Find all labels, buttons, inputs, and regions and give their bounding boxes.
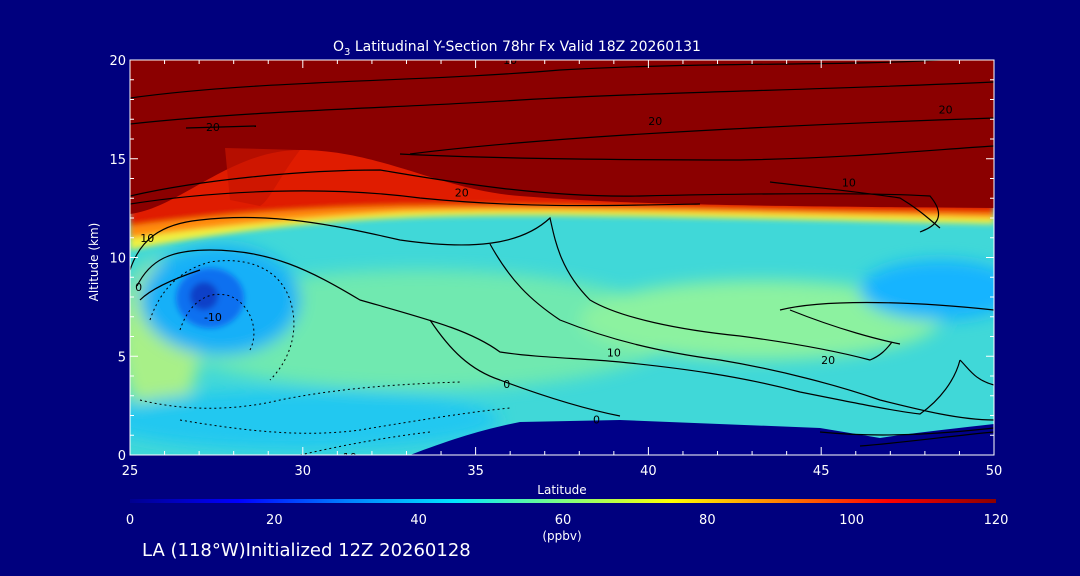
colorbar-ticks: 0 20 40 60 80 100 120: [126, 513, 1009, 528]
contour-line: [409, 117, 994, 155]
contour-line: [959, 359, 994, 386]
contour-label: -10: [204, 311, 222, 324]
x-tick-label: 35: [467, 464, 484, 479]
contour-line: [130, 81, 994, 125]
colorbar-tick-label: 100: [839, 513, 864, 528]
contour-line: [130, 190, 701, 207]
contour-line: [489, 243, 994, 421]
negative-contours: [139, 260, 511, 455]
contour-label: 10: [140, 232, 154, 245]
contour-line: [149, 260, 295, 381]
contour-label: 20: [206, 121, 220, 134]
colorbar-tick-label: 20: [266, 513, 283, 528]
contour-label: 20: [939, 103, 953, 116]
chart-title: O3 Latitudinal Y-Section 78hr Fx Valid 1…: [333, 39, 701, 58]
field-surface-layer: [410, 420, 994, 455]
field-east-cyan: [860, 260, 994, 320]
x-tick-label: 25: [122, 464, 139, 479]
contour-line: [299, 431, 431, 455]
x-axis-label: Latitude: [537, 483, 586, 497]
contour-line: [139, 381, 461, 409]
field-core-inner: [190, 282, 218, 310]
field-low-cyan: [130, 390, 500, 450]
y-tick-label: 10: [109, 252, 126, 267]
colorbar-unit: (ppbv): [542, 529, 581, 543]
y-axis-label: Altitude (km): [87, 223, 101, 302]
footer-text: LA (118°W)Initialized 12Z 20260128: [142, 540, 471, 561]
y-tick-label: 15: [109, 153, 126, 168]
field-stratospheric-ozone: [130, 60, 994, 214]
contour-line: [139, 269, 201, 301]
contour-label: 0: [593, 413, 600, 426]
colorbar-tick-label: 60: [555, 513, 572, 528]
contour-line: [789, 309, 901, 345]
contour-label: 10: [607, 346, 621, 359]
colorbar-tick-label: 80: [699, 513, 716, 528]
y-tick-label: 0: [118, 449, 126, 464]
field-east-green: [580, 280, 940, 360]
contour-line: [819, 427, 994, 436]
contour-line: [136, 249, 961, 415]
contour-line: [130, 169, 939, 233]
contour-line: [779, 301, 994, 311]
contour-line: [179, 407, 511, 434]
contour-label: 0: [503, 378, 510, 391]
colorbar-tick-label: 0: [126, 513, 134, 528]
contour-line: [429, 319, 621, 417]
axes: 25 30 35 40 45 50 0 5 10 15 20: [109, 54, 1002, 479]
x-tick-label: 50: [986, 464, 1003, 479]
contour-label: 20: [648, 115, 662, 128]
colorbar: [130, 499, 996, 503]
y-tick-label: 20: [109, 54, 126, 69]
contour-line: [859, 431, 994, 447]
contour-label: -10: [339, 451, 357, 464]
field-red-tongue: [225, 148, 300, 206]
contour-label: 20: [455, 186, 469, 199]
x-tick-label: 40: [640, 464, 657, 479]
colorbar-tick-label: 120: [984, 513, 1009, 528]
contour-line: [769, 181, 941, 229]
colorbar-tick-label: 40: [410, 513, 427, 528]
contour-line: [185, 125, 257, 129]
x-tick-label: 30: [295, 464, 312, 479]
contour-label: 10: [842, 176, 856, 189]
contour-lines: [130, 60, 994, 447]
contour-label: 20: [821, 354, 835, 367]
x-tick-label: 45: [813, 464, 830, 479]
contour-line: [399, 145, 994, 161]
contour-label: 0: [135, 281, 142, 294]
contour-line: [130, 216, 893, 361]
y-tick-label: 5: [118, 350, 126, 365]
contour-line: [130, 60, 941, 99]
